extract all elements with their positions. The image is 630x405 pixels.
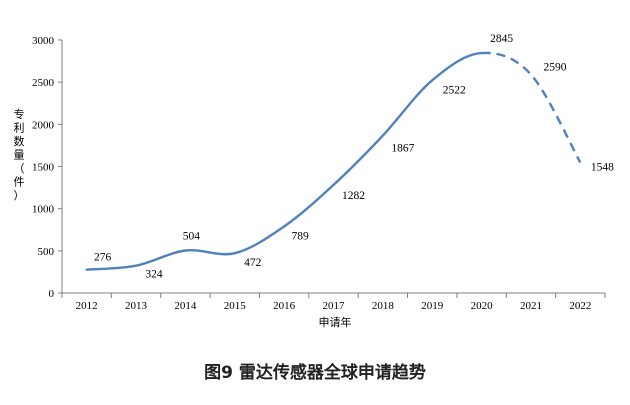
y-tick-label: 0 bbox=[49, 288, 55, 300]
y-axis-title-char: 量 bbox=[14, 149, 25, 162]
y-tick-label: 2500 bbox=[32, 77, 55, 89]
y-axis-title-char: ） bbox=[14, 189, 25, 202]
axes bbox=[61, 40, 605, 294]
x-tick-label: 2022 bbox=[569, 300, 591, 312]
y-axis-title-char: 数 bbox=[14, 135, 25, 148]
y-axis-title-char: 专 bbox=[14, 107, 25, 121]
x-tick-label: 2019 bbox=[421, 300, 444, 312]
data-label: 504 bbox=[183, 230, 201, 242]
x-axis-title: 申请年 bbox=[319, 315, 352, 329]
series bbox=[85, 51, 582, 271]
data-label: 2590 bbox=[543, 62, 566, 74]
x-tick-label: 2012 bbox=[76, 300, 98, 312]
figure-caption: 图9 雷达传感器全球申请趋势 bbox=[204, 362, 426, 383]
y-axis-title-char: 件 bbox=[14, 176, 25, 189]
data-label: 1867 bbox=[391, 143, 414, 155]
y-tick-label: 2000 bbox=[32, 119, 55, 131]
y-axis-title-char: 利 bbox=[14, 122, 25, 135]
x-tick-label: 2016 bbox=[273, 300, 296, 312]
y-axis-title-char: （ bbox=[14, 162, 25, 175]
x-tick-label: 2014 bbox=[174, 300, 197, 312]
data-label: 2522 bbox=[443, 84, 466, 96]
x-ticks: 2012 2013 2014 2015 2016 2017 2018 2019 2020 2021… bbox=[61, 293, 606, 312]
data-label: 472 bbox=[244, 257, 262, 269]
data-label: 2845 bbox=[490, 33, 513, 45]
x-tick-label: 2013 bbox=[125, 300, 148, 312]
y-tick-label: 1500 bbox=[32, 162, 55, 174]
data-label: 1282 bbox=[342, 190, 365, 202]
y-tick-label: 1000 bbox=[32, 204, 55, 216]
series-line-solid bbox=[85, 51, 483, 271]
x-tick-label: 2021 bbox=[520, 300, 542, 312]
data-label: 1548 bbox=[591, 161, 614, 173]
data-label: 789 bbox=[292, 230, 310, 242]
x-tick-label: 2020 bbox=[471, 300, 494, 312]
y-tick-label: 3000 bbox=[32, 35, 55, 47]
y-ticks: 0 500 1000 1500 2000 2500 3000 bbox=[32, 35, 62, 300]
data-label: 276 bbox=[94, 252, 112, 264]
series-line-dashed bbox=[481, 51, 582, 164]
x-tick-label: 2018 bbox=[372, 300, 395, 312]
y-tick-label: 500 bbox=[38, 246, 55, 258]
data-labels: 276 324 504 472 789 1282 1867 2522 2845 2590 1548 bbox=[94, 33, 614, 281]
data-label: 324 bbox=[145, 269, 163, 281]
x-tick-label: 2017 bbox=[323, 300, 346, 312]
x-tick-label: 2015 bbox=[224, 300, 247, 312]
